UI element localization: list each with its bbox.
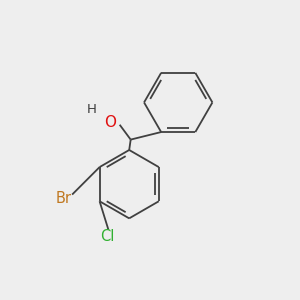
Text: Cl: Cl — [100, 229, 114, 244]
Text: O: O — [104, 115, 116, 130]
Text: Br: Br — [56, 191, 72, 206]
Text: H: H — [87, 103, 97, 116]
